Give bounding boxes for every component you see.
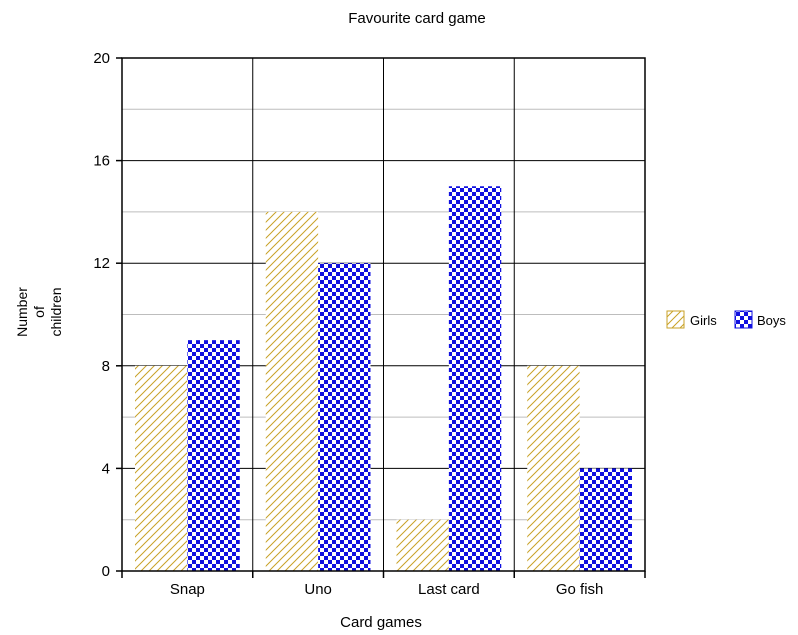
bar-boys-last-card <box>448 186 502 571</box>
bar-girls-snap <box>135 365 188 571</box>
y-axis-ticks: 0 4 8 12 16 20 <box>93 50 122 580</box>
y-tick-label: 20 <box>93 50 110 67</box>
bar-boys-uno <box>318 263 371 571</box>
bar-boys-snap <box>187 340 240 571</box>
bar-girls-uno <box>265 211 319 571</box>
x-tick-label: Go fish <box>556 581 604 598</box>
y-tick-label: 0 <box>102 563 110 580</box>
y-tick-label: 12 <box>93 255 110 272</box>
y-axis-label: Number of children <box>14 287 64 337</box>
legend: Girls Boys <box>666 310 786 329</box>
x-axis-ticks: Snap Uno Last card Go fish <box>121 571 646 598</box>
bar-girls-last-card <box>396 519 449 571</box>
x-tick-label: Last card <box>418 581 480 598</box>
y-tick-label: 4 <box>102 460 110 477</box>
x-tick-label: Snap <box>170 581 205 598</box>
legend-swatch-boys <box>734 310 753 329</box>
legend-swatch-girls <box>666 310 685 329</box>
bar-boys-go-fish <box>579 468 632 571</box>
chart-title: Favourite card game <box>348 10 486 27</box>
y-tick-label: 16 <box>93 153 110 170</box>
legend-label-boys: Boys <box>757 313 786 328</box>
bars <box>135 186 632 571</box>
legend-label-girls: Girls <box>690 313 717 328</box>
bar-girls-go-fish <box>527 365 580 571</box>
x-tick-label: Uno <box>304 581 332 598</box>
x-axis-label: Card games <box>340 614 422 631</box>
y-axis-label-line-2: of <box>31 306 47 318</box>
y-tick-label: 8 <box>102 358 110 375</box>
y-axis-label-line-3: children <box>48 287 64 336</box>
y-axis-label-line-1: Number <box>14 287 30 337</box>
